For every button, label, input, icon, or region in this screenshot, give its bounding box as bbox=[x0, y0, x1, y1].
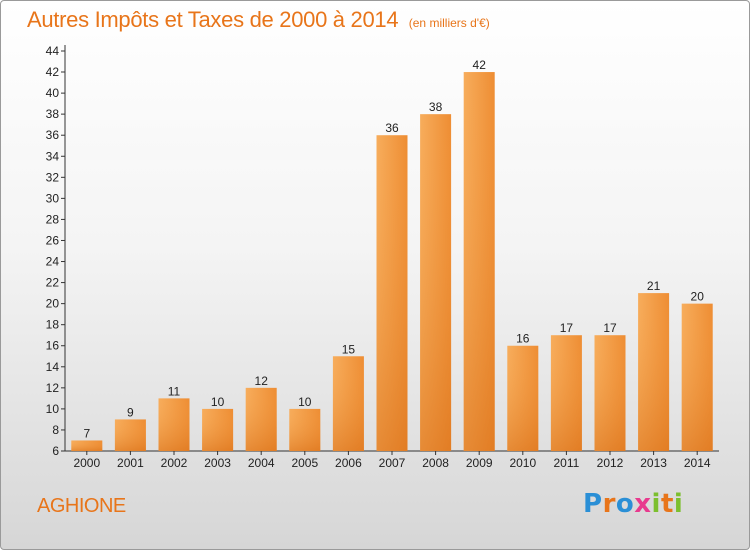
y-tick-label: 40 bbox=[46, 86, 60, 100]
x-tick-label: 2003 bbox=[204, 456, 231, 470]
y-tick-label: 30 bbox=[46, 191, 60, 205]
chart-title: Autres Impôts et Taxes de 2000 à 2014 bbox=[27, 7, 399, 32]
bar-shade bbox=[550, 335, 582, 451]
value-label: 36 bbox=[385, 121, 399, 135]
bar-shade bbox=[202, 408, 234, 451]
bars bbox=[71, 72, 713, 452]
x-tick-label: 2006 bbox=[335, 456, 362, 470]
value-label: 9 bbox=[127, 405, 134, 419]
bar-shade bbox=[681, 303, 713, 451]
x-tick-label: 2008 bbox=[422, 456, 449, 470]
x-tick-label: 2001 bbox=[117, 456, 144, 470]
x-tick-label: 2010 bbox=[509, 456, 536, 470]
proxiti-logo: Proxiti bbox=[583, 489, 683, 519]
x-tick-label: 2005 bbox=[291, 456, 318, 470]
y-tick-label: 12 bbox=[46, 381, 60, 395]
y-axis: 6 8 10 12 14 16 18 20 22 24 26 28 30 32 34 36 38 40 42 44 bbox=[46, 44, 66, 458]
bar-shade bbox=[114, 419, 146, 451]
y-tick-label: 20 bbox=[46, 297, 60, 311]
y-tick-label: 14 bbox=[46, 360, 60, 374]
x-tick-label: 2000 bbox=[73, 456, 100, 470]
y-tick-label: 22 bbox=[46, 276, 60, 290]
logo-letter: i bbox=[673, 489, 684, 519]
logo-letter: x bbox=[634, 489, 652, 519]
bar-shade bbox=[71, 440, 103, 451]
y-tick-label: 36 bbox=[46, 128, 60, 142]
bar-shade bbox=[332, 356, 364, 451]
value-label: 7 bbox=[83, 426, 90, 440]
y-tick-label: 16 bbox=[46, 339, 60, 353]
value-labels: 7 9 11 10 12 10 15 36 38 42 16 17 17 21 20 bbox=[83, 58, 704, 440]
value-label: 11 bbox=[168, 384, 181, 398]
value-label: 16 bbox=[516, 332, 530, 346]
logo-letter: r bbox=[602, 489, 616, 519]
bar-shade bbox=[420, 114, 452, 451]
x-tick-label: 2004 bbox=[248, 456, 275, 470]
y-tick-label: 18 bbox=[46, 318, 60, 332]
logo-letter: t bbox=[660, 489, 674, 519]
logo-letter: i bbox=[651, 489, 661, 519]
y-tick-label: 38 bbox=[46, 107, 60, 121]
bar-shade bbox=[463, 72, 495, 451]
value-label: 20 bbox=[691, 290, 705, 304]
y-tick-label: 6 bbox=[52, 444, 59, 458]
y-tick-label: 44 bbox=[46, 44, 60, 58]
value-label: 17 bbox=[560, 321, 574, 335]
x-tick-label: 2007 bbox=[379, 456, 406, 470]
bar-shade bbox=[158, 398, 190, 451]
y-tick-label: 34 bbox=[46, 149, 60, 163]
x-axis: 2000 2001 2002 2003 2004 2005 2006 2007 2008 2009… bbox=[65, 450, 719, 470]
bar-shade bbox=[594, 335, 626, 451]
x-tick-label: 2013 bbox=[640, 456, 667, 470]
value-label: 10 bbox=[298, 395, 312, 409]
value-label: 15 bbox=[342, 342, 356, 356]
chart-unit: (en milliers d'€) bbox=[408, 16, 490, 30]
y-tick-label: 8 bbox=[52, 423, 59, 437]
bar-shade bbox=[376, 135, 408, 452]
y-tick-label: 28 bbox=[46, 212, 60, 226]
x-tick-label: 2012 bbox=[597, 456, 624, 470]
y-tick-label: 26 bbox=[46, 233, 60, 247]
location-label: AGHIONE bbox=[37, 495, 126, 517]
value-label: 12 bbox=[255, 374, 269, 388]
bar-shade bbox=[638, 293, 670, 451]
value-label: 21 bbox=[647, 279, 661, 293]
x-tick-label: 2011 bbox=[553, 456, 579, 470]
bar-shade bbox=[289, 408, 321, 451]
bar-shade bbox=[507, 345, 539, 451]
x-tick-label: 2014 bbox=[684, 456, 711, 470]
value-label: 38 bbox=[429, 100, 443, 114]
bar-shade bbox=[245, 387, 277, 451]
y-tick-label: 32 bbox=[46, 170, 60, 184]
value-label: 17 bbox=[603, 321, 617, 335]
y-tick-label: 10 bbox=[46, 402, 60, 416]
value-label: 10 bbox=[211, 395, 225, 409]
x-tick-label: 2002 bbox=[161, 456, 188, 470]
x-tick-label: 2009 bbox=[466, 456, 493, 470]
value-label: 42 bbox=[473, 58, 487, 72]
title-row: Autres Impôts et Taxes de 2000 à 2014 (e… bbox=[27, 7, 490, 33]
y-tick-label: 42 bbox=[46, 65, 60, 79]
logo-letter: P bbox=[583, 489, 603, 519]
y-tick-label: 24 bbox=[46, 255, 60, 269]
logo-letter: o bbox=[615, 489, 635, 519]
